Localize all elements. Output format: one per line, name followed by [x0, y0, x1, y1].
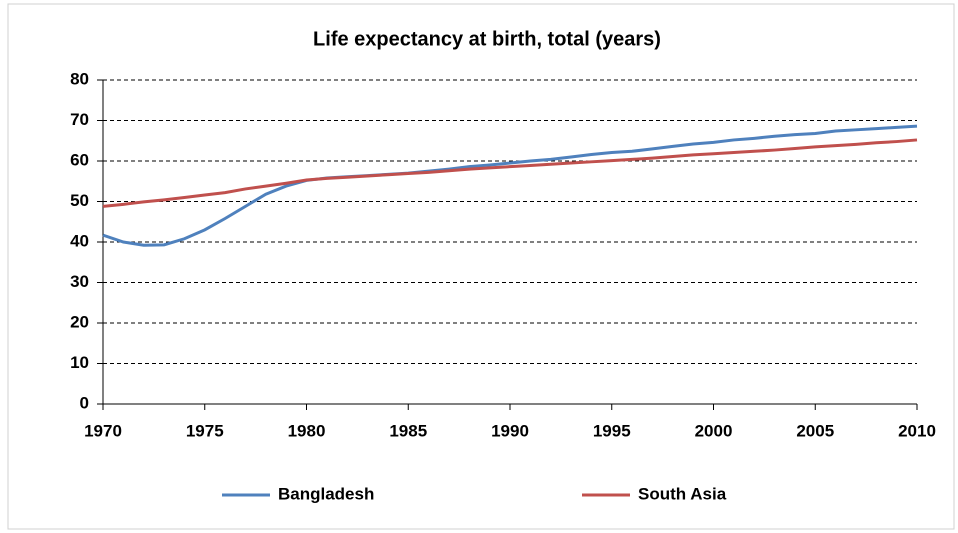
- y-tick-label: 10: [70, 353, 89, 372]
- chart-title: Life expectancy at birth, total (years): [313, 28, 661, 50]
- x-tick-label: 1995: [593, 421, 631, 440]
- x-tick-label: 2005: [796, 421, 834, 440]
- legend-label: South Asia: [638, 484, 727, 503]
- line-series: [102, 138, 918, 208]
- y-tick-label: 60: [70, 150, 89, 169]
- y-tick-label: 30: [70, 272, 89, 291]
- x-tick-label: 1975: [186, 421, 224, 440]
- x-tick-label: 1990: [491, 421, 529, 440]
- y-tick-label: 0: [80, 393, 89, 412]
- x-tick-label: 2000: [695, 421, 733, 440]
- y-tick-label: 80: [70, 69, 89, 88]
- y-tick-label: 70: [70, 110, 89, 129]
- chart-frame: [7, 3, 955, 530]
- x-tick-label: 1985: [389, 421, 427, 440]
- y-tick-label: 40: [70, 231, 89, 250]
- y-tick-label: 20: [70, 312, 89, 331]
- x-tick-label: 1970: [84, 421, 122, 440]
- y-tick-label: 50: [70, 191, 89, 210]
- x-tick-label: 2010: [898, 421, 936, 440]
- x-tick-label: 1980: [288, 421, 326, 440]
- legend-label: Bangladesh: [278, 484, 374, 503]
- line-series: [102, 124, 918, 247]
